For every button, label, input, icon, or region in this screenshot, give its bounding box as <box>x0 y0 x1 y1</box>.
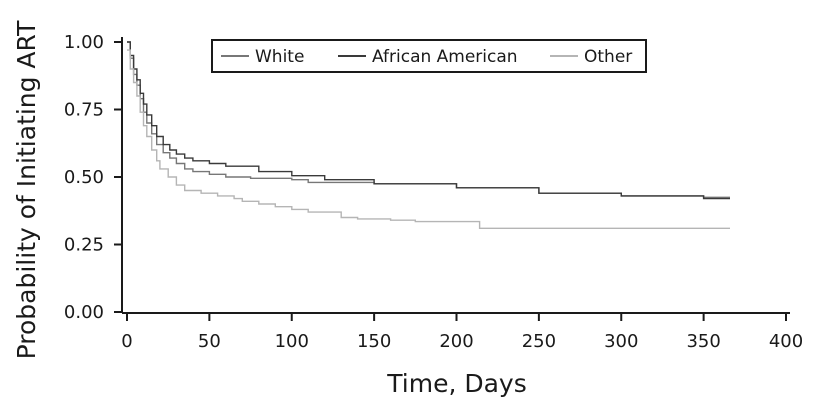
x-tick-label: 150 <box>357 331 391 352</box>
series-layer <box>127 41 730 229</box>
x-tick-label: 300 <box>604 331 638 352</box>
x-tick-label: 400 <box>769 331 803 352</box>
legend-label-white: White <box>255 47 304 67</box>
series-line-other <box>127 49 730 229</box>
x-tick-label: 100 <box>275 331 309 352</box>
x-axis-title: Time, Days <box>386 369 526 398</box>
x-tick-label: 250 <box>522 331 556 352</box>
y-axis-title: Probability of Initiating ART <box>12 20 41 359</box>
y-tick-label: 0.00 <box>64 302 104 323</box>
legend-items: White African American Other <box>221 47 632 67</box>
x-tick-label: 50 <box>198 331 221 352</box>
series-line-african-american <box>127 41 730 200</box>
legend: White African American Other <box>211 39 647 73</box>
y-tick-label: 1.00 <box>64 32 104 53</box>
x-tick-label: 200 <box>439 331 473 352</box>
y-tick-label: 0.25 <box>64 235 104 256</box>
legend-label-african-american: African American <box>372 47 518 67</box>
legend-label-other: Other <box>584 47 632 67</box>
x-tick-label: 350 <box>686 331 720 352</box>
y-ticks: 0.00 0.25 0.50 0.75 1.00 <box>64 32 122 323</box>
x-ticks: 0 50 100 150 200 250 300 350 400 <box>121 313 803 352</box>
x-tick-label: 0 <box>121 331 132 352</box>
y-tick-label: 0.75 <box>64 100 104 121</box>
y-tick-label: 0.50 <box>64 167 104 188</box>
